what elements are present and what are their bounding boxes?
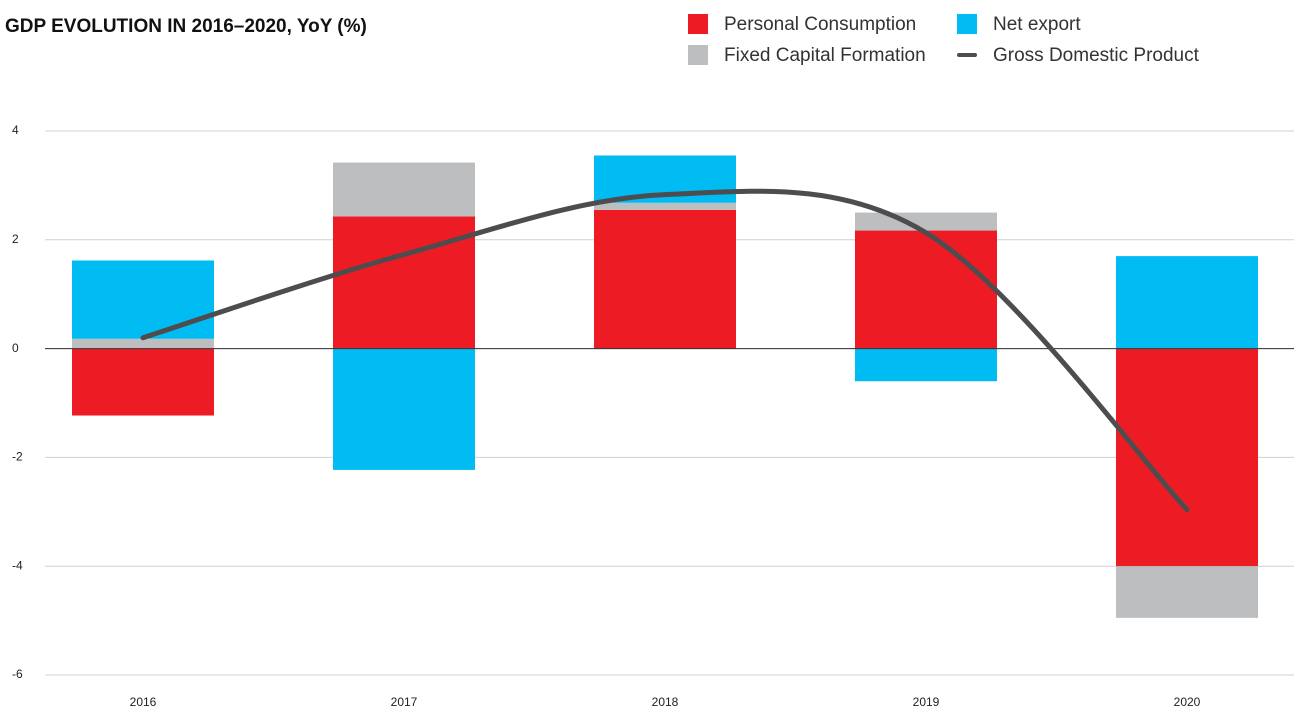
bar	[333, 162, 475, 217]
y-tick-label: 0	[12, 341, 19, 355]
bar	[855, 348, 997, 382]
bar	[72, 260, 214, 339]
x-tick-label: 2017	[391, 695, 418, 709]
bar	[1116, 566, 1258, 618]
bar	[594, 202, 736, 210]
bar	[72, 348, 214, 416]
bar	[594, 209, 736, 349]
bar	[1116, 256, 1258, 349]
bar	[333, 216, 475, 349]
y-tick-label: -6	[12, 667, 23, 681]
legend-swatch	[688, 45, 708, 65]
x-tick-label: 2018	[652, 695, 679, 709]
legend-label: Gross Domestic Product	[993, 45, 1200, 66]
legend-label: Fixed Capital Formation	[724, 45, 926, 66]
line	[140, 188, 1190, 513]
y-tick-label: -4	[12, 558, 23, 572]
bar	[855, 230, 997, 349]
x-tick-label: 2020	[1174, 695, 1201, 709]
x-tick-label: 2019	[913, 695, 940, 709]
legend-label: Personal Consumption	[724, 14, 916, 35]
legend-swatch	[688, 14, 708, 34]
bar	[72, 338, 214, 349]
bar	[855, 212, 997, 231]
bar	[1116, 348, 1258, 567]
bar	[333, 348, 475, 470]
legend-swatch	[957, 14, 977, 34]
legend-label: Net export	[993, 14, 1081, 35]
y-tick-label: 2	[12, 232, 19, 246]
y-tick-label: -2	[12, 450, 23, 464]
x-tick-label: 2016	[130, 695, 157, 709]
chart-title: GDP EVOLUTION IN 2016–2020, YoY (%)	[5, 16, 367, 37]
y-tick-label: 4	[12, 123, 19, 137]
